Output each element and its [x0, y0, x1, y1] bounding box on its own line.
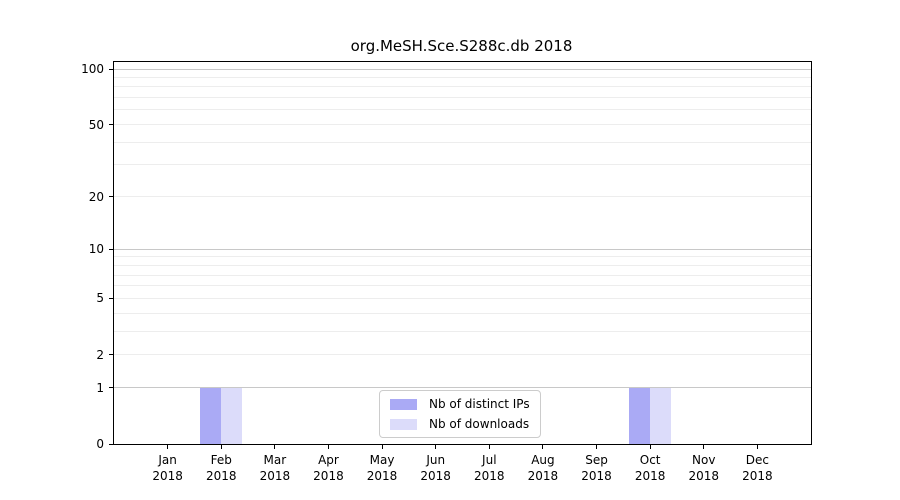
- minor-gridline: [114, 264, 811, 266]
- x-tick-label: Jul 2018: [457, 452, 521, 484]
- x-tick-month: Jul: [482, 453, 497, 467]
- bar-downloads: [650, 387, 672, 444]
- x-tick-label: Sep 2018: [565, 452, 629, 484]
- x-tick-label: Aug 2018: [511, 452, 575, 484]
- x-tick-label: Oct 2018: [618, 452, 682, 484]
- y-tick-label: 2: [96, 347, 104, 362]
- x-tick-month: Feb: [210, 453, 232, 467]
- x-tick-month: Sep: [585, 453, 608, 467]
- x-tick-month: Nov: [692, 453, 716, 467]
- legend-row-distinct-ips: Nb of distinct IPs: [390, 396, 530, 412]
- bar-distinct-ips: [200, 387, 222, 444]
- y-tick-label: 50: [88, 117, 104, 132]
- x-tick-year: 2018: [420, 469, 451, 483]
- x-tick-month: May: [369, 453, 395, 467]
- bar-downloads: [221, 387, 243, 444]
- x-tick-label: Nov 2018: [672, 452, 736, 484]
- x-tick-label: Mar 2018: [243, 452, 307, 484]
- legend-swatch-downloads: [390, 418, 417, 430]
- x-tick-mark: [596, 445, 598, 449]
- y-tick-mark: [109, 387, 114, 389]
- x-tick-month: Dec: [745, 453, 769, 467]
- minor-gridline: [114, 297, 811, 299]
- y-tick-mark: [109, 124, 114, 126]
- x-tick-mark: [220, 445, 222, 449]
- y-tick-mark: [109, 297, 114, 299]
- x-tick-month: Mar: [263, 453, 287, 467]
- x-tick-month: Aug: [531, 453, 555, 467]
- y-tick-mark: [109, 354, 114, 356]
- chart-title: org.MeSH.Sce.S288c.db 2018: [350, 37, 573, 55]
- y-tick-label: 20: [88, 189, 104, 204]
- minor-gridline: [114, 97, 811, 99]
- x-tick-mark: [703, 445, 705, 449]
- legend-label-distinct-ips: Nb of distinct IPs: [429, 397, 530, 411]
- x-tick-year: 2018: [688, 469, 720, 483]
- y-tick-label: 100: [81, 62, 104, 76]
- legend-swatch-distinct-ips: [390, 398, 417, 410]
- legend: Nb of distinct IPs Nb of downloads: [379, 390, 541, 438]
- x-tick-mark: [274, 445, 276, 449]
- minor-gridline: [114, 164, 811, 166]
- x-tick-month: Apr: [318, 453, 339, 467]
- x-tick-mark: [756, 445, 758, 449]
- x-tick-year: 2018: [313, 469, 344, 483]
- minor-gridline: [114, 86, 811, 88]
- x-tick-mark: [435, 445, 437, 449]
- x-tick-label: Apr 2018: [296, 452, 360, 484]
- major-gridline: [114, 248, 811, 250]
- x-tick-year: 2018: [634, 469, 666, 483]
- x-tick-label: Jun 2018: [404, 452, 468, 484]
- bar-distinct-ips: [629, 387, 651, 444]
- x-tick-label: Feb 2018: [189, 452, 253, 484]
- x-tick-label: Dec 2018: [725, 452, 789, 484]
- minor-gridline: [114, 76, 811, 78]
- minor-gridline: [114, 256, 811, 258]
- major-gridline: [114, 387, 811, 389]
- legend-row-downloads: Nb of downloads: [390, 416, 530, 432]
- x-tick-year: 2018: [581, 469, 612, 483]
- minor-gridline: [114, 109, 811, 111]
- x-tick-year: 2018: [527, 469, 559, 483]
- x-tick-label: May 2018: [350, 452, 414, 484]
- x-tick-month: Jun: [426, 453, 446, 467]
- major-gridline: [114, 68, 811, 70]
- x-tick-mark: [327, 445, 329, 449]
- minor-gridline: [114, 274, 811, 276]
- minor-gridline: [114, 312, 811, 314]
- y-tick-mark: [109, 196, 114, 198]
- y-tick-label: 0: [96, 437, 104, 451]
- y-tick-mark: [109, 68, 114, 70]
- minor-gridline: [114, 285, 811, 287]
- x-tick-year: 2018: [259, 469, 291, 483]
- y-tick-label: 1: [96, 380, 104, 395]
- minor-gridline: [114, 196, 811, 198]
- x-tick-year: 2018: [152, 469, 183, 483]
- minor-gridline: [114, 124, 811, 126]
- x-tick-mark: [167, 445, 169, 449]
- x-tick-year: 2018: [205, 469, 237, 483]
- x-tick-mark: [488, 445, 490, 449]
- x-tick-mark: [649, 445, 651, 449]
- minor-gridline: [114, 354, 811, 356]
- legend-label-downloads: Nb of downloads: [429, 417, 530, 431]
- y-tick-mark: [109, 443, 114, 445]
- x-tick-month: Oct: [639, 453, 661, 467]
- x-tick-mark: [381, 445, 383, 449]
- y-tick-label: 10: [88, 242, 104, 257]
- minor-gridline: [114, 141, 811, 143]
- x-tick-mark: [542, 445, 544, 449]
- y-tick-label: 5: [96, 291, 104, 306]
- x-tick-year: 2018: [474, 469, 505, 483]
- y-tick-mark: [109, 248, 114, 250]
- minor-gridline: [114, 330, 811, 332]
- x-tick-label: Jan 2018: [136, 452, 200, 484]
- plot-area: 0 1 2 5 10 20 50 100 Jan 2018 Feb 2018 Mar 2018 Apr 201…: [81, 61, 812, 483]
- x-tick-month: Jan: [158, 453, 177, 467]
- x-tick-year: 2018: [742, 469, 773, 483]
- x-tick-year: 2018: [366, 469, 398, 483]
